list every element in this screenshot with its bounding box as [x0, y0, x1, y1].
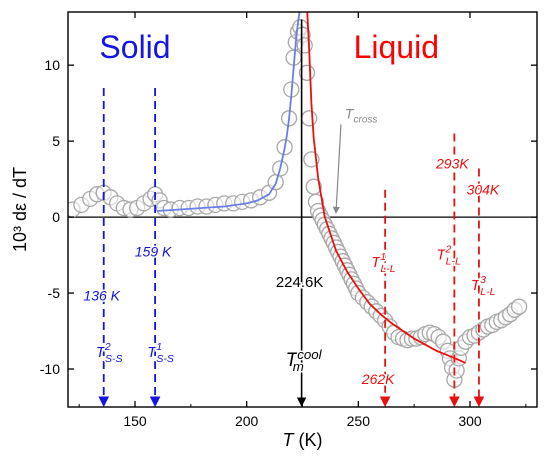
- y-tick-label: -5: [48, 285, 61, 301]
- y-tick-label: -10: [40, 361, 60, 377]
- axes: 150 200 250 300 -10 -5 0 5 10: [40, 11, 538, 429]
- transition-marker: 224.6K Tcool m: [274, 19, 325, 407]
- marker-symbol-label: Tcool m: [286, 347, 323, 374]
- plot-area: [68, 12, 537, 388]
- marker-temp-label: 224.6K: [276, 274, 324, 291]
- transition-marker: 159 K T1 S-S: [133, 87, 175, 408]
- marker-symbol-label: T1 L-L: [371, 251, 396, 275]
- marker-temp-label: 304K: [467, 181, 500, 197]
- annotation-tcross: Tcross: [332, 105, 377, 214]
- liquid-fit-line: [306, 12, 466, 364]
- x-tick-label: 250: [347, 413, 371, 429]
- marker-symbol-label: T2 L-L: [436, 244, 461, 268]
- transition-marker: 304K T3 L-L: [465, 168, 501, 408]
- transition-markers: 136 K T2 S-S 159 K T1 S-S 224.6K Tcool m 262K T1 L-…: [82, 19, 501, 408]
- solid-fit-line: [157, 12, 301, 212]
- data-point: [301, 110, 318, 127]
- marker-temp-label: 293K: [435, 155, 469, 171]
- marker-symbol-label: T2 S-S: [96, 341, 123, 365]
- marker-temp-label: 136 K: [83, 288, 120, 304]
- annotation-arrow: [332, 124, 342, 214]
- x-tick-label: 200: [235, 413, 259, 429]
- y-tick-label: 0: [52, 209, 60, 225]
- transition-marker: 293K T2 L-L: [434, 133, 471, 408]
- y-axis-label: 10³ dε / dT: [10, 167, 30, 252]
- y-tick-label: 5: [52, 133, 60, 149]
- y-tick-label: 10: [44, 57, 60, 73]
- annotation-label: Tcross: [345, 105, 377, 125]
- transition-marker: 136 K T2 S-S: [82, 87, 124, 408]
- data-layer: [68, 12, 537, 388]
- x-tick-label: 150: [123, 413, 147, 429]
- region-label: Solid: [99, 29, 170, 65]
- region-label: Liquid: [354, 29, 439, 65]
- region-labels: Solid Liquid: [99, 29, 439, 65]
- axis-labels: T (K) 10³ dε / dT: [10, 167, 323, 450]
- marker-temp-label: 159 K: [135, 244, 172, 260]
- x-tick-label: 300: [458, 413, 482, 429]
- transition-marker: 262K T1 L-L: [359, 189, 397, 408]
- x-axis-label: T (K): [283, 430, 323, 450]
- marker-symbol-label: T3 L-L: [471, 274, 496, 298]
- data-point: [510, 298, 528, 315]
- marker-temp-label: 262K: [361, 371, 395, 387]
- marker-symbol-label: T1 S-S: [147, 341, 174, 365]
